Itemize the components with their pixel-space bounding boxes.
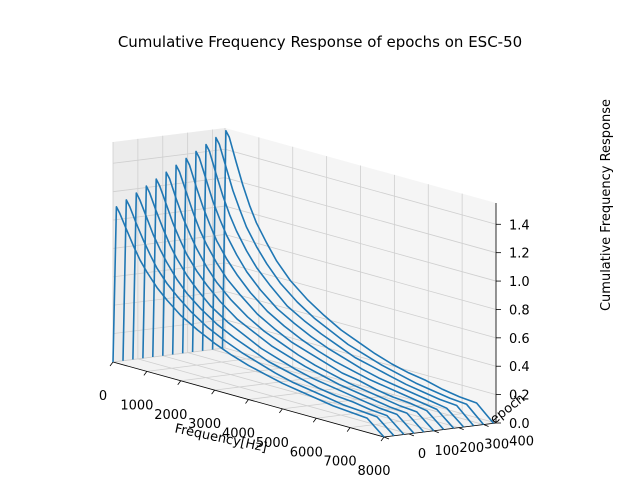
series-group (112, 129, 495, 438)
z-tick-label: 1.4 (509, 218, 530, 233)
x-tick-label: 5000 (256, 436, 289, 451)
grid-line (112, 319, 226, 335)
series-line-epoch-440 (221, 129, 495, 424)
y-tick (458, 427, 464, 431)
z-tick-label: 0.2 (509, 389, 530, 404)
y-tick (433, 430, 439, 434)
series-line-epoch-200 (162, 171, 435, 432)
grid-line (224, 319, 497, 395)
x-tick (177, 380, 182, 385)
z-tick-label: 0.4 (509, 360, 530, 375)
x-tick (211, 389, 215, 395)
series-line-epoch-80 (132, 192, 405, 436)
z-tick-label: 0.0 (509, 417, 530, 432)
series-line-epoch-320 (191, 150, 465, 428)
grid-line (214, 375, 327, 391)
y-tick (483, 424, 489, 427)
x-tick-label: 7000 (324, 455, 357, 470)
grid-line (137, 358, 409, 435)
grid-line (224, 290, 497, 367)
x-tick-label: 8000 (357, 464, 390, 479)
grid-line (112, 290, 226, 306)
grid-line (224, 177, 497, 254)
x-tick-label: 4000 (222, 427, 255, 442)
x-tick (143, 371, 148, 376)
chart-title: Cumulative Frequency Response of epochs … (118, 33, 522, 51)
series-line-epoch-120 (142, 185, 415, 434)
series-line-epoch-160 (152, 178, 425, 433)
y-tick-label: 200 (459, 441, 484, 456)
z-tick-label: 1.0 (509, 275, 530, 290)
grid-line (224, 205, 497, 282)
grid-line (224, 347, 497, 424)
series-line-epoch-40 (122, 199, 395, 437)
z-tick-label: 0.8 (509, 304, 530, 319)
series-line-epoch-280 (181, 157, 455, 429)
x-tick-label: 1000 (120, 398, 153, 413)
x-tick (109, 361, 114, 367)
y-axis-line (383, 422, 497, 438)
series-line-epoch-400 (211, 136, 485, 426)
y-tick (383, 436, 390, 440)
z-tick-label: 0.6 (509, 332, 530, 347)
x-tick (346, 427, 351, 432)
y-tick (408, 433, 415, 437)
series-line-epoch-240 (171, 164, 445, 431)
z-axis-label: Cumulative Frequency Response (599, 99, 614, 311)
x-tick (312, 418, 317, 423)
grid-line (224, 262, 497, 339)
x-tick-label: 6000 (290, 445, 323, 460)
series-line-epoch-0 (112, 206, 385, 438)
y-tick-label: 400 (509, 435, 534, 450)
z-tick-label: 1.2 (509, 247, 530, 262)
y-tick-label: 100 (434, 444, 459, 459)
grid-line (112, 347, 226, 363)
y-tick-label: 0 (418, 447, 426, 462)
x-tick-label: 3000 (188, 417, 221, 432)
x-tick (279, 408, 283, 414)
grid-line (316, 403, 429, 419)
series-line-epoch-360 (201, 143, 475, 427)
x-tick (380, 436, 385, 442)
x-tick (245, 399, 249, 404)
grid-line (180, 366, 293, 382)
y-tick-label: 300 (484, 438, 509, 453)
x-tick-label: 2000 (154, 408, 187, 423)
grid-line (224, 234, 497, 310)
x-tick-label: 0 (99, 389, 107, 404)
grid-line (224, 148, 497, 225)
